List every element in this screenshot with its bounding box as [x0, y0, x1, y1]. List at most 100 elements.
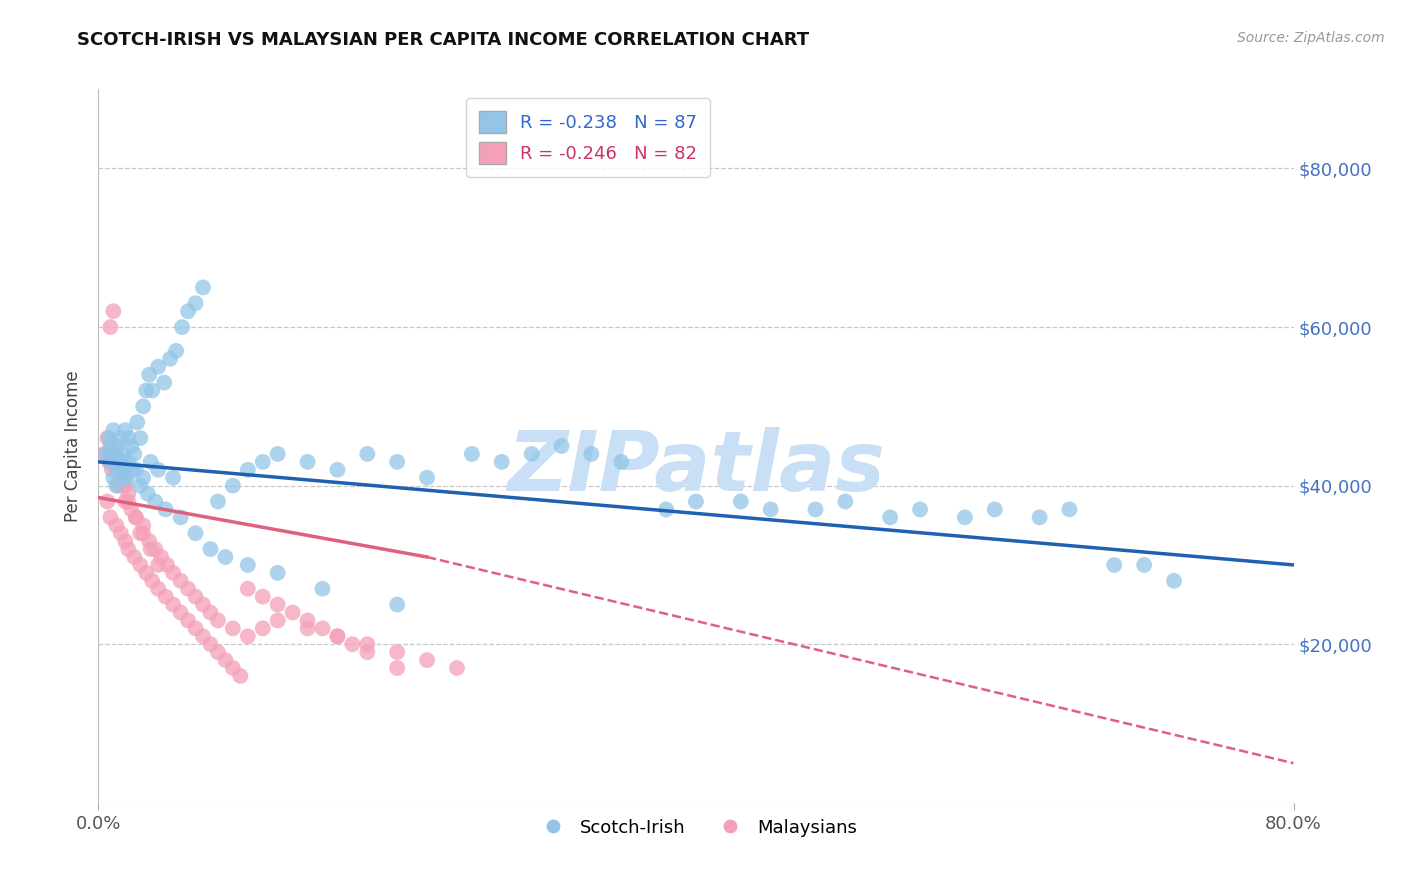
- Point: [730, 494, 752, 508]
- Point: [385, 645, 409, 659]
- Point: [105, 463, 128, 477]
- Point: [132, 518, 155, 533]
- Point: [98, 320, 122, 334]
- Point: [879, 510, 901, 524]
- Point: [446, 661, 468, 675]
- Point: [104, 447, 127, 461]
- Point: [326, 463, 349, 477]
- Point: [111, 463, 134, 477]
- Point: [114, 478, 136, 492]
- Point: [184, 526, 207, 541]
- Point: [110, 463, 132, 477]
- Point: [200, 606, 222, 620]
- Point: [138, 534, 160, 549]
- Point: [105, 478, 128, 492]
- Point: [222, 661, 245, 675]
- Point: [356, 637, 378, 651]
- Point: [127, 415, 149, 429]
- Point: [385, 598, 409, 612]
- Point: [252, 455, 274, 469]
- Point: [177, 582, 200, 596]
- Point: [184, 590, 207, 604]
- Point: [114, 534, 136, 549]
- Point: [97, 455, 120, 469]
- Point: [105, 447, 128, 461]
- Point: [107, 478, 129, 492]
- Point: [125, 510, 148, 524]
- Point: [97, 431, 120, 445]
- Point: [207, 494, 229, 508]
- Point: [236, 629, 259, 643]
- Point: [138, 368, 160, 382]
- Point: [139, 455, 162, 469]
- Point: [311, 621, 333, 635]
- Point: [148, 463, 170, 477]
- Point: [1104, 558, 1126, 572]
- Point: [610, 455, 633, 469]
- Point: [150, 549, 173, 564]
- Point: [162, 598, 184, 612]
- Point: [1028, 510, 1050, 524]
- Point: [908, 502, 931, 516]
- Point: [132, 471, 155, 485]
- Point: [169, 574, 191, 588]
- Point: [326, 629, 349, 643]
- Point: [169, 606, 191, 620]
- Point: [98, 447, 122, 461]
- Point: [491, 455, 513, 469]
- Point: [117, 486, 139, 500]
- Point: [107, 455, 129, 469]
- Y-axis label: Per Capita Income: Per Capita Income: [65, 370, 83, 522]
- Point: [207, 614, 229, 628]
- Point: [581, 447, 603, 461]
- Point: [191, 629, 214, 643]
- Point: [236, 463, 259, 477]
- Point: [139, 542, 162, 557]
- Point: [236, 558, 259, 572]
- Point: [172, 320, 194, 334]
- Point: [297, 614, 319, 628]
- Point: [132, 526, 155, 541]
- Point: [103, 471, 125, 485]
- Point: [129, 431, 152, 445]
- Text: Source: ZipAtlas.com: Source: ZipAtlas.com: [1237, 31, 1385, 45]
- Point: [98, 455, 122, 469]
- Point: [125, 510, 148, 524]
- Point: [267, 566, 290, 580]
- Point: [110, 431, 132, 445]
- Point: [132, 400, 155, 414]
- Point: [1059, 502, 1081, 516]
- Point: [184, 621, 207, 635]
- Point: [222, 621, 245, 635]
- Point: [143, 542, 166, 557]
- Point: [252, 621, 274, 635]
- Point: [385, 661, 409, 675]
- Point: [93, 447, 115, 461]
- Point: [141, 574, 163, 588]
- Point: [281, 606, 304, 620]
- Point: [159, 351, 181, 366]
- Point: [111, 447, 134, 461]
- Point: [114, 471, 136, 485]
- Point: [96, 431, 118, 445]
- Point: [136, 486, 159, 500]
- Point: [184, 296, 207, 310]
- Point: [953, 510, 976, 524]
- Text: SCOTCH-IRISH VS MALAYSIAN PER CAPITA INCOME CORRELATION CHART: SCOTCH-IRISH VS MALAYSIAN PER CAPITA INC…: [77, 31, 810, 49]
- Point: [297, 621, 319, 635]
- Point: [148, 359, 170, 374]
- Point: [252, 590, 274, 604]
- Point: [101, 439, 124, 453]
- Point: [236, 582, 259, 596]
- Point: [108, 455, 131, 469]
- Point: [115, 471, 138, 485]
- Point: [984, 502, 1007, 516]
- Point: [297, 455, 319, 469]
- Point: [804, 502, 827, 516]
- Point: [117, 455, 139, 469]
- Point: [117, 494, 139, 508]
- Point: [416, 653, 439, 667]
- Point: [267, 614, 290, 628]
- Point: [114, 494, 136, 508]
- Point: [105, 439, 128, 453]
